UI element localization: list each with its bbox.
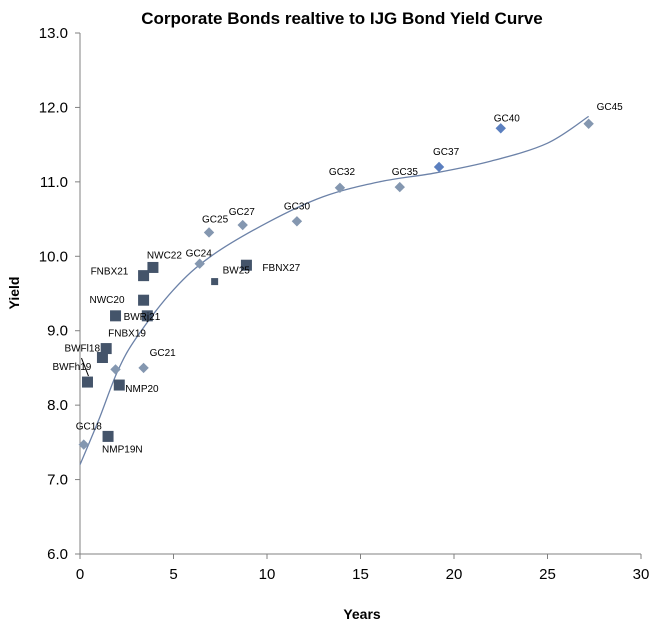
x-tick-label: 20 [446, 566, 463, 583]
axis-ticks: 6.0 7.0 8.0 9.0 10.0 11.0 12.0 13.0 0 5 10 15 20 25 30 [39, 25, 650, 583]
point-label: NMP19N [102, 444, 143, 455]
x-tick-label: 5 [169, 566, 177, 583]
data-points [78, 118, 594, 450]
label-leader-line [81, 357, 89, 377]
point-label: GC32 [329, 167, 356, 178]
y-tick-label: 7.0 [47, 472, 68, 489]
diamond-point [78, 439, 89, 450]
square-point [100, 343, 112, 355]
square-point [147, 261, 159, 273]
x-tick-label: 30 [633, 566, 650, 583]
square-point [113, 379, 125, 391]
square-point [138, 270, 150, 282]
diamond-point [495, 123, 506, 134]
point-label: GC18 [76, 422, 103, 433]
diamond-point [237, 219, 248, 231]
y-tick-label: 12.0 [39, 99, 68, 116]
square-point [81, 376, 93, 388]
x-tick-label: 0 [76, 566, 84, 583]
point-label: FNBX21 [91, 267, 129, 278]
point-label: GC27 [229, 207, 256, 218]
diamond-point [203, 227, 215, 238]
diamond-point [194, 258, 205, 269]
square-point [138, 294, 150, 306]
square-point [240, 259, 252, 271]
y-axis-label: Yield [6, 277, 22, 310]
point-label: GC37 [433, 147, 460, 158]
square-point [102, 430, 114, 442]
diamond-point [394, 181, 405, 193]
point-label: FNBX19 [108, 329, 146, 340]
chart-title: Corporate Bonds realtive to IJG Bond Yie… [141, 9, 542, 28]
point-label: GC24 [186, 249, 213, 260]
x-tick-label: 10 [259, 566, 276, 583]
diamond-point [138, 362, 149, 374]
point-label: GC25 [202, 214, 229, 225]
diamond-point [110, 364, 121, 375]
x-axis-label: Years [343, 606, 381, 622]
x-tick-label: 25 [539, 566, 556, 583]
diamond-point [433, 161, 445, 173]
point-label: BWFl18 [64, 344, 100, 355]
point-label: NWC22 [147, 250, 182, 261]
y-tick-label: 9.0 [47, 323, 68, 340]
point-label: FBNX27 [262, 263, 300, 274]
point-label: GC45 [597, 102, 624, 113]
y-tick-label: 10.0 [39, 248, 68, 265]
point-label: BW25 [223, 266, 251, 277]
point-label: GC40 [494, 113, 521, 124]
y-tick-label: 13.0 [39, 25, 68, 42]
y-tick-label: 8.0 [47, 397, 68, 414]
point-label: BWRj21 [124, 312, 161, 323]
point-label: NWC20 [90, 295, 125, 306]
y-tick-label: 6.0 [47, 546, 68, 563]
square-point [211, 278, 219, 286]
x-tick-label: 15 [352, 566, 369, 583]
diamond-point [583, 118, 594, 130]
y-tick-label: 11.0 [40, 174, 68, 191]
point-label: NMP20 [125, 384, 159, 395]
square-point [96, 352, 108, 364]
square-point [110, 310, 122, 322]
point-label: GC30 [284, 201, 311, 212]
point-label: GC21 [150, 348, 177, 359]
square-point [141, 310, 153, 322]
point-label: BWFh19 [52, 362, 91, 373]
point-label: GC35 [392, 167, 419, 178]
diamond-point [291, 216, 303, 227]
diamond-point [334, 182, 346, 194]
